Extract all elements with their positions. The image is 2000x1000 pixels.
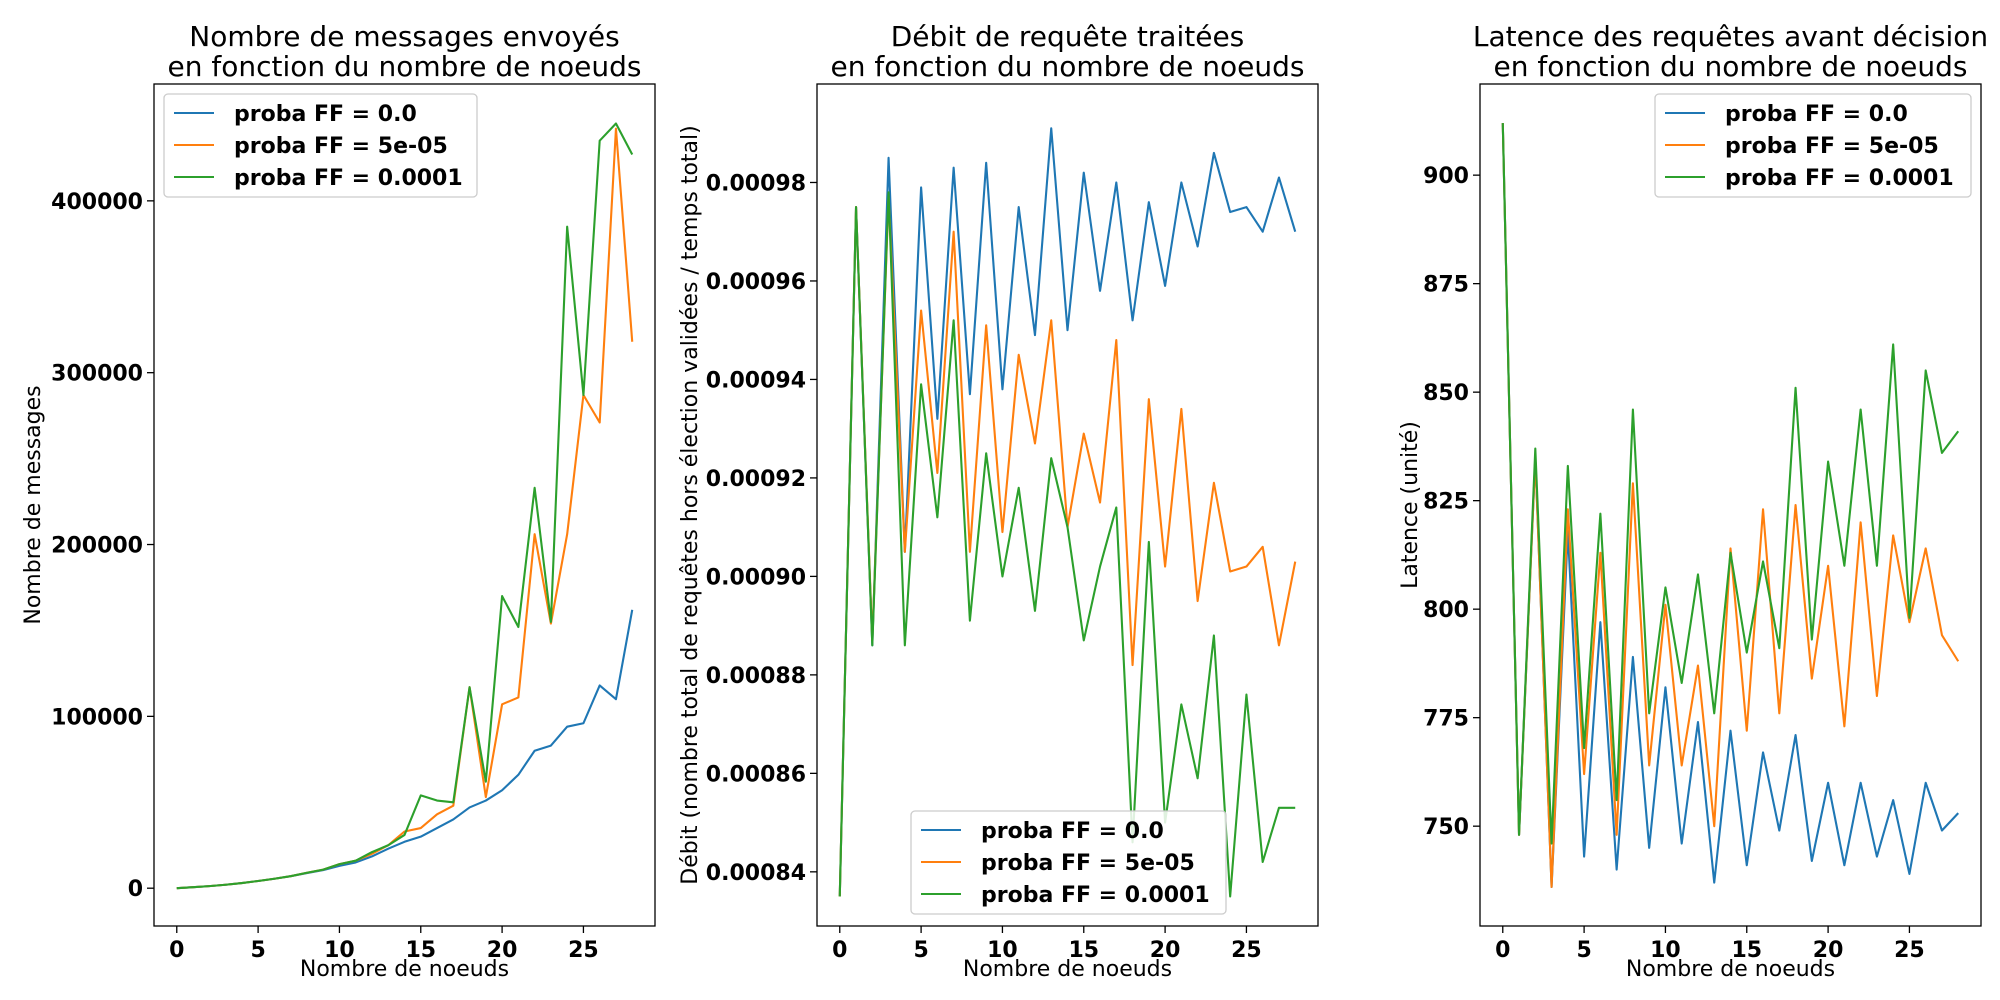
chart-title-line1: Latence des requêtes avant décision	[1473, 20, 1988, 53]
x-tick-label: 15	[1731, 938, 1762, 963]
series-line-2	[1501, 123, 1960, 888]
y-tick-label: 875	[1423, 273, 1469, 298]
y-tick-label: 100000	[51, 705, 143, 730]
legend: proba FF = 0.0 proba FF = 5e-05 proba FF =…	[1654, 93, 1972, 198]
x-tick-label: 10	[987, 938, 1018, 963]
series-line-2	[838, 196, 1297, 897]
x-tick-label: 15	[405, 938, 436, 963]
x-axis-label: Nombre de noeuds	[1626, 957, 1835, 982]
x-tick-label: 20	[487, 938, 518, 963]
y-tick-label: 0.00090	[706, 565, 806, 590]
legend-label: proba FF = 0.0	[234, 102, 417, 127]
x-tick-label: 10	[324, 938, 355, 963]
x-tick-label: 5	[250, 938, 265, 963]
series-line-1	[1501, 123, 1959, 888]
legend-box	[910, 810, 1227, 915]
legend-label: proba FF = 0.0001	[981, 883, 1210, 908]
legend-label: proba FF = 5e-05	[234, 134, 448, 159]
chart-title-line2: en fonction du nombre de noeuds	[167, 50, 641, 83]
x-tick-label: 5	[1576, 938, 1591, 963]
x-tick-label: 10	[1650, 938, 1681, 963]
y-tick-label: 0.00098	[706, 171, 806, 196]
series-line-1	[176, 609, 634, 890]
plot-frame	[816, 83, 1319, 927]
x-tick-label: 20	[1813, 938, 1844, 963]
x-tick-label: 0	[1495, 938, 1510, 963]
x-tick-label: 0	[169, 938, 184, 963]
y-tick-label: 850	[1423, 381, 1469, 406]
chart-title-line1: Nombre de messages envoyés	[189, 20, 619, 53]
legend-label: proba FF = 0.0001	[234, 166, 463, 191]
y-axis-label: Débit (nombre total de requêtes hors éle…	[678, 125, 703, 884]
legend-label: proba FF = 0.0001	[1725, 166, 1954, 191]
x-axis-label: Nombre de noeuds	[963, 957, 1172, 982]
y-tick-label: 750	[1423, 815, 1469, 840]
x-tick-label: 0	[832, 938, 847, 963]
plot-frame	[1479, 83, 1982, 927]
series-line-2	[176, 127, 634, 890]
legend: proba FF = 0.0 proba FF = 5e-05 proba FF =…	[910, 810, 1227, 915]
y-tick-label: 200000	[51, 534, 143, 559]
legend-label: proba FF = 0.0	[1725, 102, 1908, 127]
series-line-3	[838, 191, 1296, 898]
y-tick-label: 0.00096	[706, 270, 806, 295]
y-tick-label: 0.00092	[706, 467, 806, 492]
x-tick-label: 25	[1894, 938, 1925, 963]
series-line-1	[838, 127, 1297, 897]
x-axis-label: Nombre de noeuds	[300, 957, 509, 982]
y-tick-label: 0.00094	[706, 368, 806, 393]
x-tick-label: 25	[1231, 938, 1262, 963]
y-tick-label: 400000	[51, 190, 143, 215]
y-tick-label: 900	[1423, 164, 1469, 189]
x-tick-label: 5	[913, 938, 928, 963]
chart-title-line1: Débit de requête traitées	[891, 20, 1245, 53]
legend-box	[1654, 93, 1972, 198]
y-tick-label: 825	[1423, 490, 1469, 515]
y-tick-label: 300000	[51, 362, 143, 387]
y-axis-label: Latence (unité)	[1398, 421, 1423, 589]
y-tick-label: 0.00088	[706, 664, 806, 689]
series-line-3	[176, 122, 634, 890]
y-tick-label: 0.00084	[706, 861, 806, 886]
y-tick-label: 800	[1423, 598, 1469, 623]
plot-frame	[153, 83, 656, 927]
y-axis-label: Nombre de messages	[21, 385, 46, 624]
legend: proba FF = 0.0 proba FF = 5e-05 proba FF =…	[163, 93, 478, 198]
legend-label: proba FF = 5e-05	[981, 851, 1195, 876]
legend-label: proba FF = 5e-05	[1725, 134, 1939, 159]
y-tick-label: 0	[128, 877, 143, 902]
chart-title-line2: en fonction du nombre de noeuds	[1493, 50, 1967, 83]
y-tick-label: 0.00086	[706, 762, 806, 787]
x-tick-label: 20	[1150, 938, 1181, 963]
y-tick-label: 775	[1423, 707, 1469, 732]
x-tick-label: 15	[1068, 938, 1099, 963]
legend-box	[163, 93, 478, 198]
series-line-3	[1501, 123, 1960, 845]
chart-title-line2: en fonction du nombre de noeuds	[830, 50, 1304, 83]
legend-label: proba FF = 0.0	[981, 819, 1164, 844]
x-tick-label: 25	[568, 938, 599, 963]
